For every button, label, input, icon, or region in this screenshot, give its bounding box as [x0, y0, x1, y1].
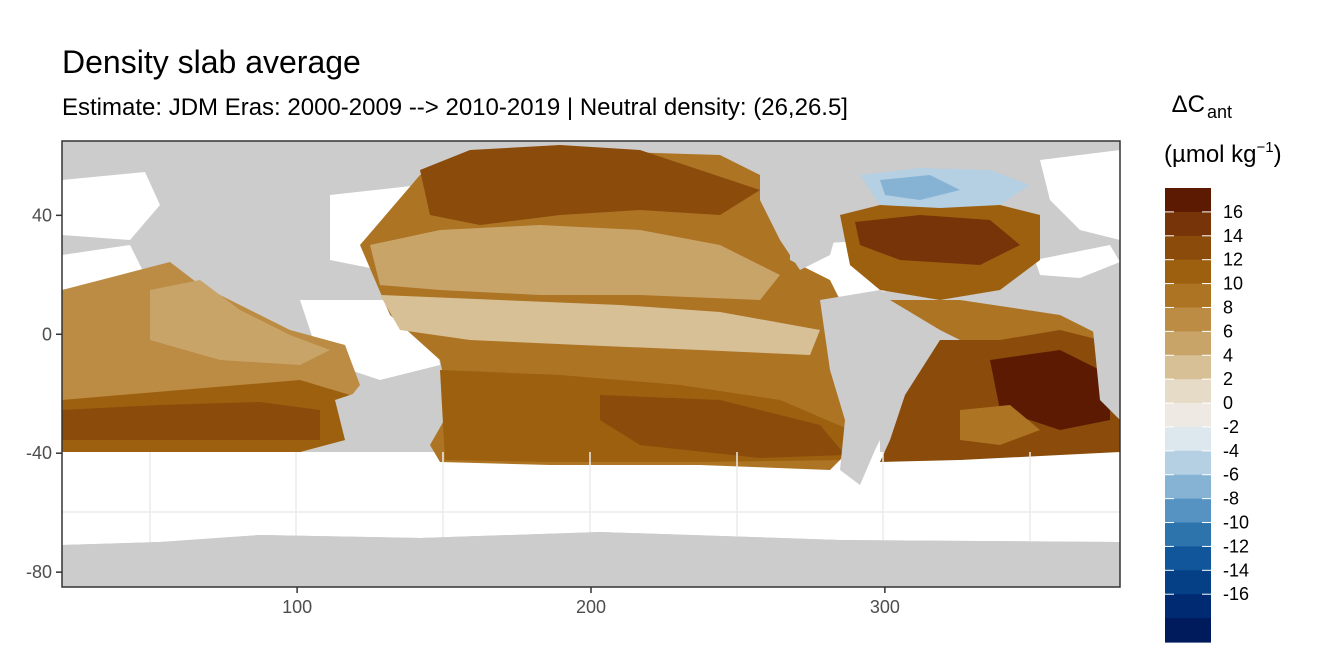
legend-swatch	[1165, 594, 1211, 619]
legend-label: 14	[1223, 226, 1243, 246]
legend-swatch	[1165, 188, 1211, 213]
labrador-sea-core	[880, 175, 960, 200]
indian-ocean-core	[62, 402, 320, 440]
legend-swatch	[1165, 618, 1211, 643]
legend-swatch	[1165, 570, 1211, 595]
no-data-nordic-seas	[1040, 150, 1120, 240]
no-data-mediterranean	[1035, 245, 1120, 278]
legend-swatch	[1165, 283, 1211, 309]
no-data-black-sea	[62, 172, 160, 240]
legend-swatch	[1165, 426, 1211, 452]
south-pacific-band	[600, 395, 845, 458]
legend-unit: (µmol kg−1)	[1164, 139, 1282, 168]
x-axis: 100 200 300	[282, 587, 900, 617]
legend-label: -6	[1223, 465, 1239, 485]
legend-swatch	[1165, 546, 1211, 571]
legend-label: 16	[1223, 202, 1243, 222]
legend-colorbar	[1165, 188, 1211, 643]
legend-swatch	[1165, 307, 1211, 332]
north-pacific-subtropical	[370, 225, 780, 300]
legend-swatch	[1165, 259, 1211, 285]
x-tick-label: 300	[870, 597, 900, 617]
legend-unit-left: (µmol kg	[1164, 141, 1257, 168]
y-axis: 40 0 -40 -80	[26, 205, 62, 582]
antarctica	[62, 532, 1120, 587]
no-data-southern-ocean	[62, 452, 1120, 545]
equatorial-pacific	[380, 295, 820, 355]
legend-label: 2	[1223, 369, 1233, 389]
legend-swatch	[1165, 450, 1211, 476]
x-tick-label: 100	[282, 597, 312, 617]
legend-swatch	[1165, 355, 1211, 380]
legend-label: -16	[1223, 584, 1249, 604]
legend-swatch	[1165, 379, 1211, 404]
y-tick-label: -80	[26, 562, 52, 582]
legend-label: -2	[1223, 417, 1239, 437]
south-atlantic-core	[990, 350, 1110, 430]
y-tick-label: 40	[32, 205, 52, 225]
legend-swatch	[1165, 522, 1211, 548]
legend-swatch	[1165, 403, 1211, 428]
legend-swatch	[1165, 211, 1211, 237]
legend-label: -12	[1223, 536, 1249, 556]
legend-swatch	[1165, 474, 1211, 500]
legend-title-sub: ant	[1207, 102, 1232, 122]
legend-label: -8	[1223, 489, 1239, 509]
legend-swatch	[1165, 498, 1211, 524]
legend-title-main: ΔC	[1172, 91, 1205, 118]
legend-labels: 16 14 12 10 8 6 4 2 0 -2 -4 -6 -8 -10 -12 -14 -16	[1165, 202, 1249, 604]
south-atlantic-eddy	[960, 405, 1040, 445]
legend-label: 6	[1223, 321, 1233, 341]
north-atlantic-core	[855, 215, 1020, 265]
legend-label: 10	[1223, 274, 1243, 294]
legend-label: 4	[1223, 345, 1233, 365]
x-tick-label: 200	[576, 597, 606, 617]
legend-label: -14	[1223, 560, 1249, 580]
australia	[335, 378, 448, 450]
chart-subtitle: Estimate: JDM Eras: 2000-2009 --> 2010-2…	[62, 94, 848, 121]
legend-unit-right: )	[1274, 141, 1282, 168]
y-tick-label: 0	[42, 324, 52, 344]
legend: ΔC ant (µmol kg−1) 16 14 12 10 8 6 4 2 0 -2 -4 -6 -8…	[1164, 91, 1282, 643]
legend-swatch	[1165, 235, 1211, 261]
map-layer	[62, 145, 1120, 587]
chart-title: Density slab average	[62, 44, 361, 80]
legend-unit-sup: −1	[1257, 139, 1274, 156]
legend-swatch	[1165, 331, 1211, 356]
legend-label: -10	[1223, 513, 1249, 533]
north-pacific-kuroshio	[420, 145, 760, 225]
legend-label: -4	[1223, 441, 1239, 461]
y-tick-label: -40	[26, 443, 52, 463]
legend-label: 8	[1223, 297, 1233, 317]
africa	[1090, 290, 1120, 420]
legend-label: 12	[1223, 250, 1243, 270]
legend-label: 0	[1223, 393, 1233, 413]
indian-ocean-north	[150, 280, 330, 365]
south-america	[820, 290, 940, 485]
